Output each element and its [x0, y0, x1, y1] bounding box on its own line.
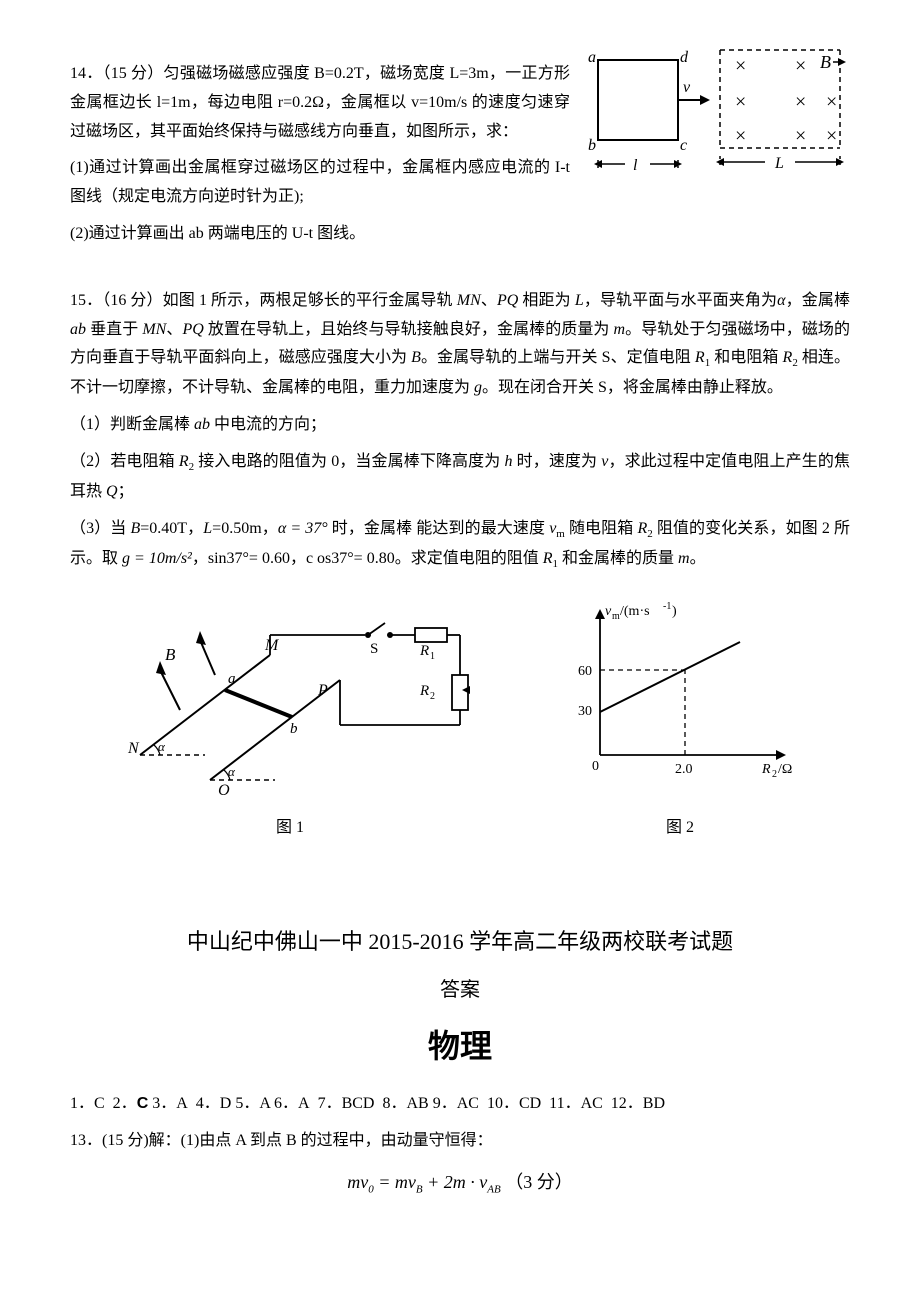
svg-text:a: a [228, 671, 236, 687]
q15-figure-1: α α a b M N P Q B [110, 595, 470, 843]
svg-text:×: × [826, 125, 837, 147]
svg-text:0: 0 [592, 759, 599, 774]
q15-stem: 15．（16 分）如图 1 所示，两根足够长的平行金属导轨 MN、PQ 相距为 … [70, 287, 850, 403]
svg-text:c: c [680, 137, 687, 154]
svg-text:×: × [735, 125, 746, 147]
svg-text:d: d [680, 49, 689, 66]
svg-text:Q: Q [218, 782, 230, 795]
answer-q13-formula: mv0 = mvB + 2m · vAB （3 分） [70, 1166, 850, 1200]
svg-text:L: L [774, 155, 784, 172]
q15-figure-2: v m /(m·s -1 ) R 2 /Ω 30 60 0 2.0 图 2 [550, 595, 810, 843]
svg-text:N: N [127, 740, 140, 757]
svg-text:×: × [795, 125, 806, 147]
answers-title-1: 中山纪中佛山一中 2015-2016 学年高二年级两校联考试题 [70, 922, 850, 962]
svg-text:/(m·s: /(m·s [620, 604, 650, 619]
q14-figure: a d b c v l × × × × × [580, 40, 850, 196]
svg-text:R: R [419, 683, 429, 699]
svg-text:R: R [761, 762, 771, 777]
svg-text:b: b [588, 137, 596, 154]
q15-sub3: （3）当 B=0.40T，L=0.50m，α = 37° 时，金属棒 能达到的最… [70, 515, 850, 575]
svg-text:B: B [165, 645, 176, 664]
svg-text:S: S [370, 641, 378, 657]
answers-title-3: 物理 [70, 1018, 850, 1076]
svg-text:60: 60 [578, 664, 592, 679]
svg-text:2: 2 [430, 691, 435, 702]
question-14: a d b c v l × × × × × [70, 60, 850, 257]
svg-text:2.0: 2.0 [675, 762, 693, 777]
svg-text:M: M [264, 637, 280, 654]
answers-section: 中山纪中佛山一中 2015-2016 学年高二年级两校联考试题 答案 物理 1．… [70, 922, 850, 1200]
svg-text:R: R [419, 643, 429, 659]
svg-text:×: × [826, 91, 837, 113]
question-15: 15．（16 分）如图 1 所示，两根足够长的平行金属导轨 MN、PQ 相距为 … [70, 287, 850, 843]
svg-text:α: α [158, 739, 166, 754]
q15-sub1: （1）判断金属棒 ab 中电流的方向； [70, 411, 850, 440]
svg-text:): ) [672, 604, 677, 619]
svg-text:v: v [683, 79, 691, 96]
svg-text:l: l [633, 157, 638, 174]
svg-text:×: × [795, 91, 806, 113]
svg-text:/Ω: /Ω [778, 762, 792, 777]
fig1-caption: 图 1 [110, 814, 470, 843]
q14-sub2: (2)通过计算画出 ab 两端电压的 U-t 图线。 [70, 220, 850, 249]
svg-text:-1: -1 [663, 601, 671, 612]
svg-text:v: v [605, 604, 612, 619]
answers-choices: 1．C 2．C 3．A 4．D 5．A 6．A 7．BCD 8．AB 9．AC … [70, 1090, 850, 1119]
svg-text:×: × [795, 55, 806, 77]
svg-text:30: 30 [578, 704, 592, 719]
answer-q13-stem: 13．(15 分)解：(1)由点 A 到点 B 的过程中，由动量守恒得： [70, 1127, 850, 1156]
answers-title-2: 答案 [70, 972, 850, 1008]
svg-text:a: a [588, 49, 596, 66]
q15-sub2: （2）若电阻箱 R2 接入电路的阻值为 0，当金属棒下降高度为 h 时，速度为 … [70, 448, 850, 507]
svg-text:2: 2 [772, 769, 777, 780]
svg-text:α: α [228, 764, 236, 779]
fig2-caption: 图 2 [550, 814, 810, 843]
svg-text:b: b [290, 721, 298, 737]
svg-text:1: 1 [430, 651, 435, 662]
svg-text:×: × [735, 55, 746, 77]
svg-text:P: P [317, 682, 328, 699]
svg-text:×: × [735, 91, 746, 113]
svg-text:B: B [820, 52, 831, 72]
svg-text:m: m [612, 611, 620, 622]
